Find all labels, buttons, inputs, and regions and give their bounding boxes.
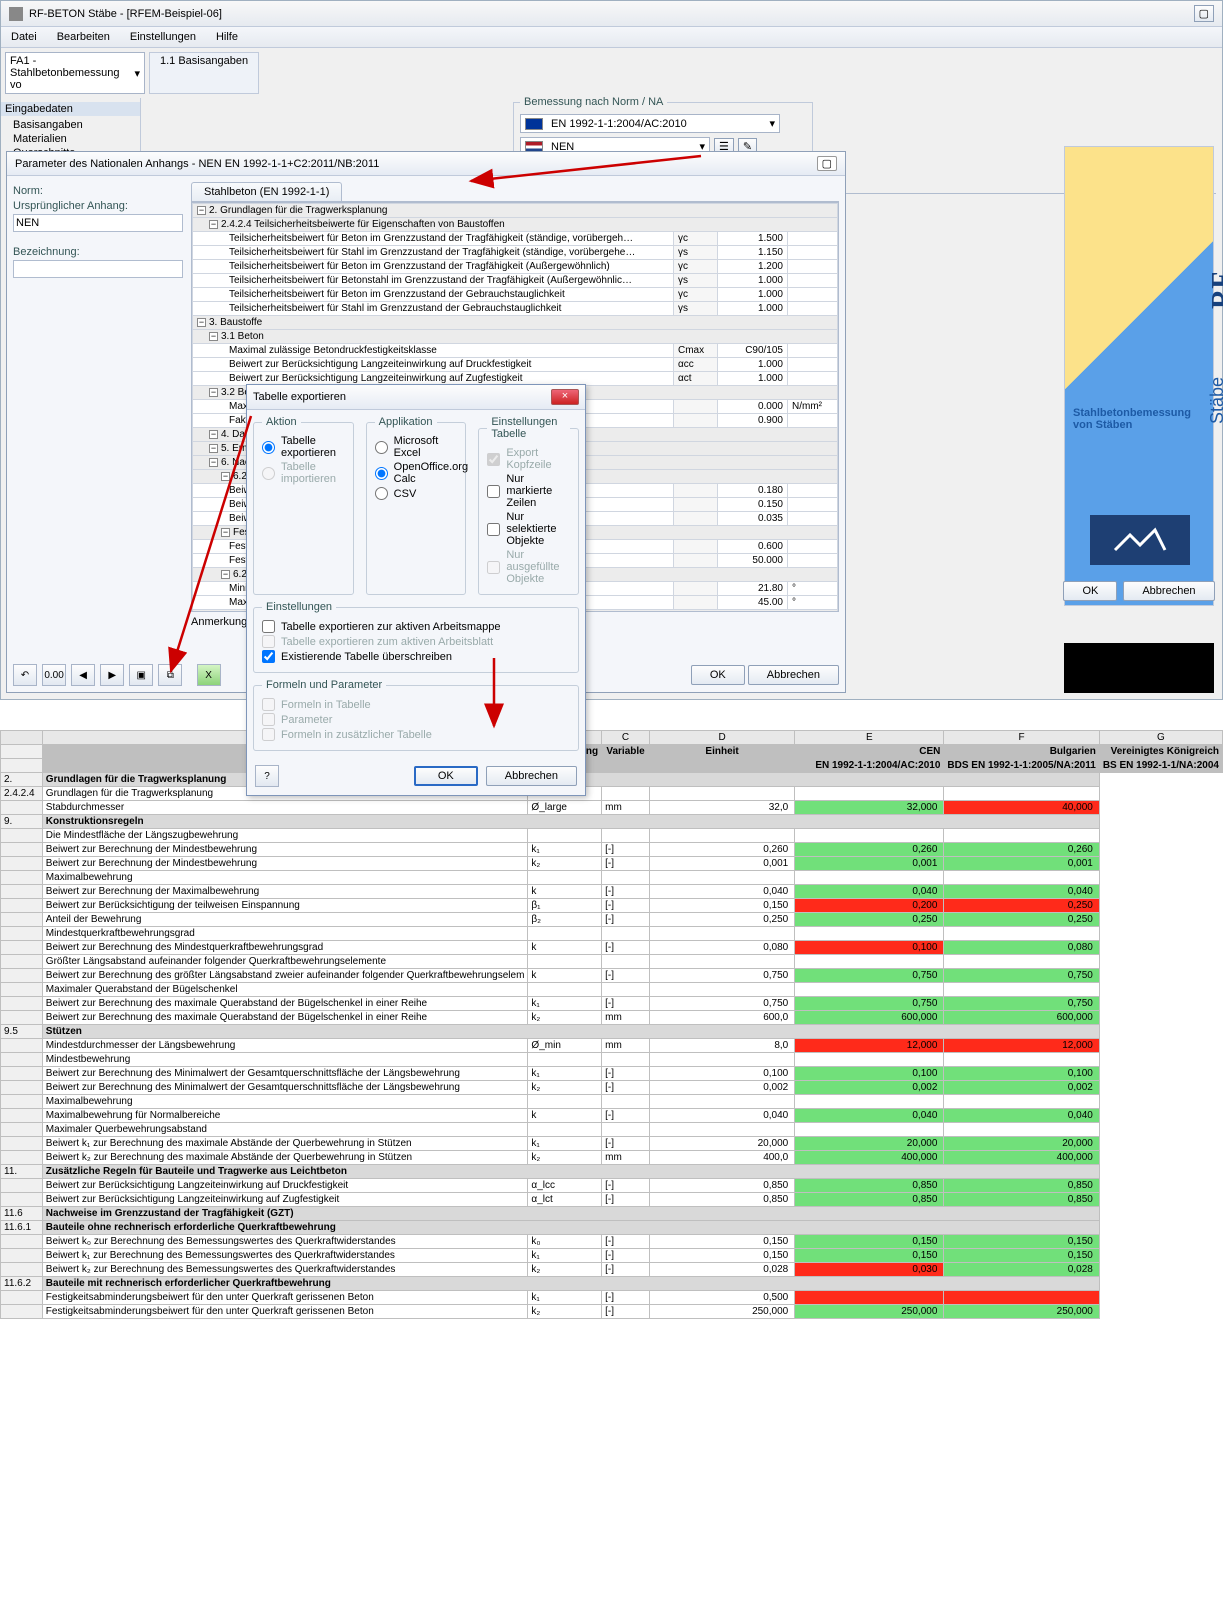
group-label: Aktion <box>262 416 301 428</box>
breadcrumb: 1.1 Basisangaben <box>149 52 259 94</box>
na-tab-stahlbeton[interactable]: Stahlbeton (EN 1992-1-1) <box>191 182 342 201</box>
toolbar-prev-icon[interactable]: ◀ <box>71 664 95 686</box>
export-group-formeln: Formeln und Parameter Formeln in Tabelle… <box>253 679 579 751</box>
close-icon[interactable]: ▢ <box>817 156 837 171</box>
brand-tagline: Stahlbetonbemessung von Stäben <box>1073 407 1191 431</box>
export-group-application: Applikation Microsoft Excel OpenOffice.o… <box>366 416 467 595</box>
na-anhang-value: NEN <box>13 214 183 232</box>
toolbar-collapse-icon[interactable]: ▣ <box>129 664 153 686</box>
chevron-down-icon: ▾ <box>134 67 140 80</box>
app-title: RF-BETON Stäbe - [RFEM-Beispiel-06] <box>29 8 222 20</box>
opt-csv[interactable] <box>375 487 388 500</box>
export-group-aktion: Aktion Tabelle exportieren Tabelle impor… <box>253 416 354 595</box>
export-dialog-title: Tabelle exportieren <box>253 391 346 403</box>
chk-worksheet <box>262 635 275 648</box>
chk-overwrite[interactable] <box>262 650 275 663</box>
norm-group-label: Bemessung nach Norm / NA <box>520 96 667 108</box>
na-bezeichnung-label: Bezeichnung: <box>13 246 183 258</box>
breadcrumb-label: 1.1 Basisangaben <box>160 55 248 67</box>
chk-selektierte[interactable] <box>487 523 500 536</box>
chk-label: Formeln in Tabelle <box>281 699 371 711</box>
toolbar-copy-icon[interactable]: ⧉ <box>158 664 182 686</box>
tree-header: Eingabedaten <box>1 102 140 116</box>
tree-item[interactable]: Basisangaben <box>11 118 140 132</box>
group-label: Formeln und Parameter <box>262 679 386 691</box>
menu-item[interactable]: Einstellungen <box>126 29 200 45</box>
chk-kopfzeile <box>487 453 500 466</box>
chk-markierte[interactable] <box>487 485 500 498</box>
opt-excel[interactable] <box>375 441 388 454</box>
export-ok-button[interactable]: OK <box>414 766 478 786</box>
opt-label: CSV <box>394 488 417 500</box>
chk-label: Nur selektierte Objekte <box>506 511 570 547</box>
na-cancel-button[interactable]: Abbrechen <box>748 665 839 685</box>
chevron-down-icon: ▾ <box>769 117 775 130</box>
close-icon[interactable]: × <box>551 389 579 405</box>
toolbar-export-excel-icon[interactable]: X <box>197 664 221 686</box>
case-combo-value: FA1 - Stahlbetonbemessung vo <box>10 55 130 91</box>
chk-parameter <box>262 713 275 726</box>
branding-panel: RF-BETON Stäbe Stahlbetonbemessung von S… <box>1064 146 1214 606</box>
norm-combo[interactable]: EN 1992-1-1:2004/AC:2010 ▾ <box>520 114 780 133</box>
dlubal-logo-icon <box>1090 515 1190 565</box>
opt-import <box>262 467 275 480</box>
group-label: Einstellungen Tabelle <box>487 416 570 440</box>
menubar[interactable]: Datei Bearbeiten Einstellungen Hilfe <box>1 27 1222 48</box>
na-norm-label: Norm: <box>13 185 183 197</box>
toolbar-next-icon[interactable]: ▶ <box>100 664 124 686</box>
export-dialog: Tabelle exportieren × Aktion Tabelle exp… <box>246 384 586 796</box>
chk-label: Nur markierte Zeilen <box>506 473 570 509</box>
flag-eu-icon <box>525 118 543 130</box>
app-window: RF-BETON Stäbe - [RFEM-Beispiel-06] ▢ Da… <box>0 0 1223 700</box>
opt-export[interactable] <box>262 441 275 454</box>
chk-label: Nur ausgefüllte Objekte <box>506 549 570 585</box>
opt-openoffice[interactable] <box>375 467 388 480</box>
chk-formeln-extra <box>262 728 275 741</box>
toolbar-decimals-icon[interactable]: 0.00 <box>42 664 66 686</box>
help-icon[interactable]: ? <box>255 765 279 787</box>
opt-label: Tabelle exportieren <box>281 435 345 459</box>
chk-label: Tabelle exportieren zur aktiven Arbeitsm… <box>281 621 501 633</box>
opt-label: OpenOffice.org Calc <box>394 461 468 485</box>
exported-spreadsheet: ABCDEFGKapitelBeschreibungVariableEinhei… <box>0 730 1223 1319</box>
menu-item[interactable]: Bearbeiten <box>53 29 114 45</box>
brand-product: RF-BETON <box>1207 167 1223 309</box>
chk-workbook[interactable] <box>262 620 275 633</box>
na-ok-button[interactable]: OK <box>691 665 745 685</box>
chk-label: Parameter <box>281 714 332 726</box>
chk-label: Export Kopfzeile <box>506 447 570 471</box>
app-titlebar: RF-BETON Stäbe - [RFEM-Beispiel-06] ▢ <box>1 1 1222 27</box>
na-bezeichnung-input[interactable] <box>13 260 183 278</box>
chk-ausgefuellte <box>487 561 500 574</box>
app-icon <box>9 7 23 21</box>
opt-label: Microsoft Excel <box>394 435 458 459</box>
export-group-table-settings: Einstellungen Tabelle Export Kopfzeile N… <box>478 416 579 595</box>
window-maximize-icon[interactable]: ▢ <box>1194 5 1214 22</box>
na-note-label: Anmerkung: <box>191 616 250 628</box>
brand-module: Stäbe <box>1207 377 1223 424</box>
chk-label: Tabelle exportieren zum aktiven Arbeitsb… <box>281 636 493 648</box>
menu-item[interactable]: Hilfe <box>212 29 242 45</box>
tree-item[interactable]: Materialien <box>11 132 140 146</box>
export-cancel-button[interactable]: Abbrechen <box>486 766 577 786</box>
case-combo[interactable]: FA1 - Stahlbetonbemessung vo ▾ <box>5 52 145 94</box>
export-group-settings: Einstellungen Tabelle exportieren zur ak… <box>253 601 579 673</box>
chk-label: Existierende Tabelle überschreiben <box>281 651 452 663</box>
toolbar-undo-icon[interactable]: ↶ <box>13 664 37 686</box>
opt-label: Tabelle importieren <box>281 461 345 485</box>
group-label: Applikation <box>375 416 437 428</box>
norm-value: EN 1992-1-1:2004/AC:2010 <box>551 118 687 130</box>
brand-cancel-button[interactable]: Abbrechen <box>1123 581 1214 601</box>
group-label: Einstellungen <box>262 601 336 613</box>
na-dialog-title: Parameter des Nationalen Anhangs - NEN E… <box>15 158 379 170</box>
chk-formeln <box>262 698 275 711</box>
brand-ok-button[interactable]: OK <box>1063 581 1117 601</box>
bottom-black-bar <box>1064 643 1214 693</box>
menu-item[interactable]: Datei <box>7 29 41 45</box>
chk-label: Formeln in zusätzlicher Tabelle <box>281 729 432 741</box>
na-anhang-label: Ursprünglicher Anhang: <box>13 200 183 212</box>
